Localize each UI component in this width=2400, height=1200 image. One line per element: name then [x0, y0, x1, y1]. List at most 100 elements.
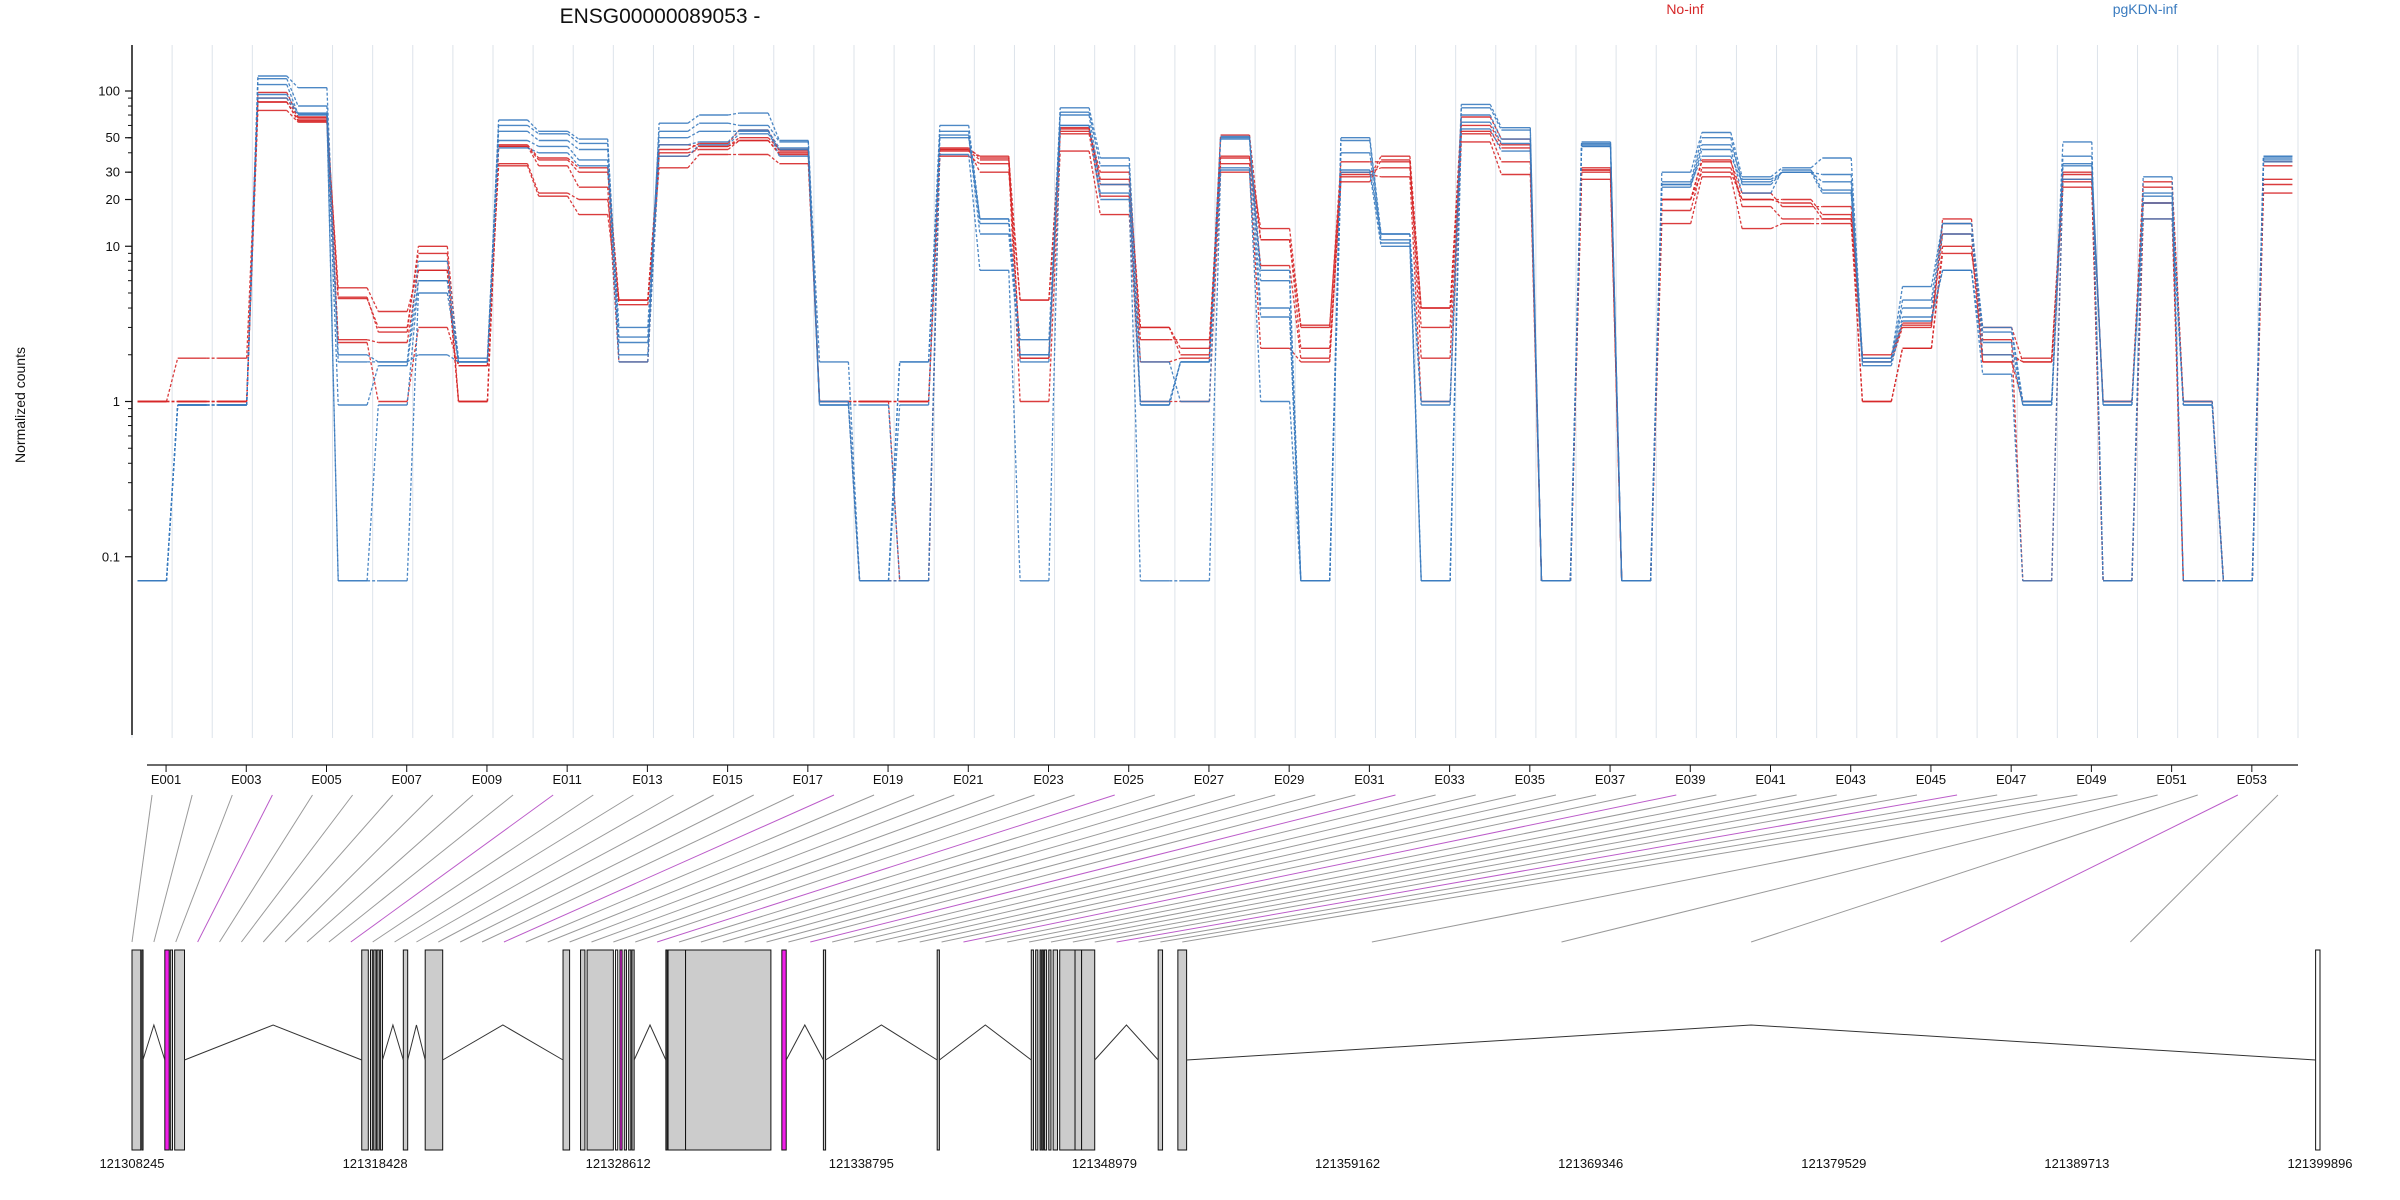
exon-block	[586, 949, 614, 1151]
exon-connector	[613, 794, 1035, 943]
exon-connector	[744, 794, 1276, 943]
x-tick-label: E025	[1114, 772, 1144, 787]
x-tick-label: E045	[1916, 772, 1946, 787]
x-tick-label: E039	[1675, 772, 1705, 787]
x-tick-label: E033	[1434, 772, 1464, 787]
intron-line	[184, 1024, 362, 1061]
exon-connector	[459, 794, 754, 943]
y-tick-label: 30	[106, 165, 120, 180]
intron-line	[785, 1023, 824, 1061]
y-tick-label: 1	[113, 394, 120, 409]
x-tick-label: E027	[1194, 772, 1224, 787]
intron-line	[939, 1024, 1032, 1061]
exon-block	[1177, 949, 1188, 1151]
x-tick-label: E035	[1515, 772, 1545, 787]
genomic-coordinate-label: 121348979	[1072, 1156, 1137, 1171]
exon-connector	[153, 794, 193, 943]
exon-block	[1041, 949, 1044, 1151]
exon-connector	[897, 794, 1557, 943]
x-tick-label: E029	[1274, 772, 1304, 787]
exon-block	[369, 949, 374, 1151]
x-tick-label: E003	[231, 772, 261, 787]
exon-block	[1043, 949, 1048, 1151]
exon-connector	[985, 794, 1717, 943]
genomic-coordinate-label: 121318428	[343, 1156, 408, 1171]
exon-block	[1074, 949, 1083, 1151]
exon-connector	[1940, 794, 2239, 943]
exon-block	[141, 949, 144, 1151]
exon-block	[402, 949, 409, 1151]
intron-line	[633, 1023, 667, 1061]
exon-block	[376, 949, 380, 1151]
exon-block	[1035, 949, 1039, 1151]
exon-block	[628, 949, 632, 1151]
exon-connector	[306, 794, 474, 943]
exon-block	[623, 949, 627, 1151]
intron-line	[1094, 1024, 1159, 1061]
exon-connector	[810, 794, 1396, 943]
exon-connector	[197, 794, 273, 943]
x-tick-label: E031	[1354, 772, 1384, 787]
intron-line	[825, 1024, 938, 1061]
exon-block	[379, 949, 384, 1151]
exon-block	[615, 949, 619, 1151]
series-line-levels	[137, 109, 2293, 582]
exon-connector	[1072, 794, 1877, 943]
x-tick-label: E047	[1996, 772, 2026, 787]
exon-connector	[941, 794, 1637, 943]
exon-block	[1030, 949, 1034, 1151]
exon-connector	[591, 794, 995, 943]
exon-connector	[963, 794, 1677, 943]
legend-entry-pgkdn-inf: pgKDN-inf	[2113, 1, 2178, 17]
exon-block	[665, 949, 668, 1151]
intron-line	[142, 1023, 166, 1061]
grid-lines	[131, 45, 2299, 738]
exon-connector	[700, 794, 1196, 943]
series-pgkdn-inf-9	[137, 93, 2293, 582]
exon-connector	[569, 794, 955, 943]
exon-connector	[284, 794, 434, 943]
exon-block	[174, 949, 186, 1151]
exon-connector	[766, 794, 1316, 943]
x-tick-label: E023	[1033, 772, 1063, 787]
exon-connector	[832, 794, 1436, 943]
exon-connector	[131, 794, 153, 943]
genomic-coordinate-label: 121399896	[2287, 1156, 2352, 1171]
exon-block	[631, 949, 635, 1151]
exon-connector	[2130, 794, 2279, 943]
x-tick-label: E053	[2237, 772, 2267, 787]
exon-connector	[394, 794, 634, 943]
exon-block	[1048, 949, 1052, 1151]
exon-block	[2315, 949, 2321, 1151]
y-tick-label: 50	[106, 130, 120, 145]
x-tick-label: E049	[2076, 772, 2106, 787]
exon-block	[361, 949, 369, 1151]
exon-block	[936, 949, 940, 1151]
exon-block	[131, 949, 142, 1151]
exon-connector	[1094, 794, 1918, 943]
exon-connector	[1750, 794, 2198, 943]
exon-connector	[788, 794, 1356, 943]
exon-connector	[481, 794, 795, 943]
exon-connector	[350, 794, 554, 943]
x-tick-label: E051	[2156, 772, 2186, 787]
y-tick-label: 100	[98, 84, 120, 99]
genomic-coordinate-label: 121389713	[2044, 1156, 2109, 1171]
genomic-coordinate-label: 121328612	[586, 1156, 651, 1171]
exon-connector	[919, 794, 1597, 943]
exon-block	[667, 949, 687, 1151]
series-line-transitions	[165, 94, 2265, 582]
x-tick-label: E041	[1755, 772, 1785, 787]
exon-connector	[1116, 794, 1958, 943]
x-tick-label: E017	[793, 772, 823, 787]
exon-connector	[219, 794, 313, 943]
x-tick-label: E019	[873, 772, 903, 787]
chart-title: ENSG00000089053 -	[560, 5, 761, 28]
y-axis-label: Normalized counts	[12, 347, 28, 463]
x-tick-label: E043	[1836, 772, 1866, 787]
exon-block	[1052, 949, 1059, 1151]
genomic-coordinate-label: 121338795	[829, 1156, 894, 1171]
exon-connector	[722, 794, 1236, 943]
exon-connector	[1160, 794, 2038, 943]
